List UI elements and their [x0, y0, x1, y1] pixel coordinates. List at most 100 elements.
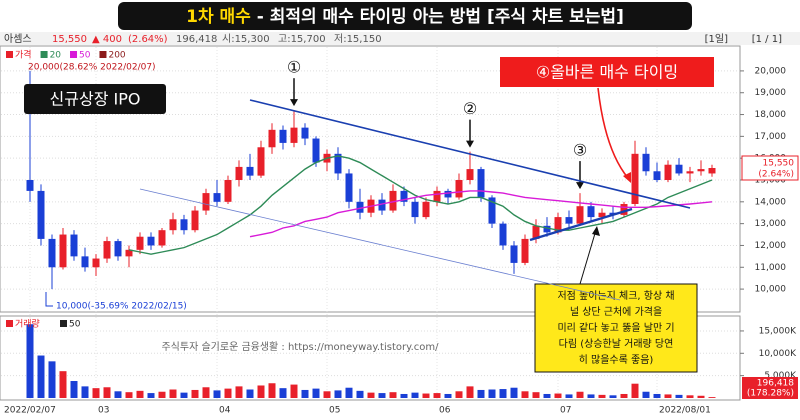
candle-body: [455, 180, 463, 198]
y-tick-label: 19,000: [755, 88, 787, 98]
candle-body: [224, 180, 232, 202]
price-tag: [741, 155, 799, 181]
volume-bar: [631, 383, 639, 398]
volume-bar: [103, 387, 111, 398]
min-pointer: [45, 292, 53, 307]
volume-tick-label: 15,000K: [759, 326, 797, 336]
candle-body: [642, 153, 650, 172]
volume-bar: [191, 389, 199, 398]
volume-bar: [609, 395, 617, 398]
volume-bar: [675, 394, 683, 398]
volume-bar: [510, 387, 518, 398]
volume-tag: [742, 377, 798, 399]
volume-tag-label: (178.28%): [747, 389, 794, 399]
volume-bar: [92, 388, 100, 398]
max-label: 20,000(28.62% 2022/02/07): [28, 63, 156, 73]
candle-body: [631, 153, 639, 204]
candle-body: [37, 190, 45, 239]
info-price: 15,550: [52, 34, 87, 45]
volume-bar: [455, 391, 463, 398]
candle-body: [235, 166, 243, 180]
candle-body: [697, 169, 705, 172]
candle-body: [532, 225, 540, 239]
overlays: [139, 99, 691, 301]
volume-bar: [301, 389, 309, 398]
marker-label: ①: [287, 58, 301, 77]
candle-body: [389, 190, 397, 211]
candle-body: [543, 225, 551, 233]
candle-body: [334, 153, 342, 174]
volume-bar: [26, 324, 34, 398]
volume-bar: [147, 393, 155, 398]
candle-body: [400, 190, 408, 202]
marker-label: ③: [573, 141, 587, 160]
candle-body: [136, 236, 144, 250]
volume-bar: [279, 388, 287, 398]
note-line: 히 많을수록 좋음): [579, 354, 654, 366]
candle-body: [158, 230, 166, 246]
note-line: 널 상단 근처에 가격을: [570, 305, 662, 318]
volume-legend: 거래량: [15, 318, 40, 330]
legend-swatch: [6, 51, 13, 58]
volume-bar: [477, 389, 485, 398]
note-line: 다림 (상승한날 거래량 당연: [559, 338, 674, 350]
candle-body: [92, 258, 100, 268]
candle-body: [653, 171, 661, 180]
legend-swatch: [60, 320, 67, 327]
candle-body: [356, 201, 364, 213]
volume-bar: [246, 389, 254, 398]
price-tag-label: 15,550: [763, 159, 795, 169]
y-tick-label: 10,000: [755, 285, 787, 295]
volume-bar: [345, 387, 353, 398]
banner-rest: - 최적의 매수 타이밍 아는 방법 [주식 차트 보는법]: [251, 7, 624, 27]
candle-body: [257, 147, 265, 176]
volume-bar: [158, 391, 166, 398]
ma-line: [249, 190, 713, 238]
volume-bar: [444, 393, 452, 398]
x-tick-label: 2022/08/01: [659, 406, 711, 416]
volume-bar: [180, 392, 188, 398]
volume-bar: [466, 386, 474, 398]
y-tick-label: 20,000: [755, 66, 787, 76]
candle-body: [433, 190, 441, 202]
marker-arrowhead: [290, 99, 298, 107]
banner-highlight: 1차 매수: [186, 7, 251, 27]
candle-body: [279, 129, 287, 143]
candle-body: [521, 238, 529, 263]
callout-arrow: [597, 87, 629, 179]
info-period[interactable]: [1일]: [705, 33, 728, 45]
legend-swatch: [70, 51, 78, 58]
info-volume: 196,418: [176, 34, 217, 45]
y-tick-label: 18,000: [755, 110, 787, 120]
candle-body: [576, 206, 584, 224]
volume-bar: [356, 390, 364, 398]
marker-label: ②: [463, 99, 477, 118]
candle-body: [59, 234, 67, 268]
volume-bar: [433, 393, 441, 398]
info-low: 저:15,150: [334, 33, 382, 45]
volume-bar: [686, 395, 694, 398]
callout-box: [500, 57, 714, 87]
candle-body: [268, 129, 276, 148]
volume-bar: [708, 397, 716, 398]
volume-bar: [136, 390, 144, 398]
note-line: 미리 같다 놓고 뚫을 날만 기: [557, 322, 674, 334]
volume-bar: [169, 389, 177, 398]
volume-bar: [499, 389, 507, 398]
candle-body: [246, 166, 254, 176]
volume-bar: [642, 391, 650, 398]
x-tick-label: 04: [219, 406, 231, 416]
candle-body: [202, 193, 210, 211]
volume-bar: [81, 386, 89, 398]
volume-bar: [367, 392, 375, 398]
legend-label: 50: [79, 51, 91, 61]
volume-bar: [532, 392, 540, 398]
candle-body: [686, 171, 694, 174]
candle-body: [466, 169, 474, 180]
volume-bar: [653, 393, 661, 398]
volume-bar: [411, 392, 419, 398]
candle-body: [620, 204, 628, 215]
candle-body: [312, 138, 320, 163]
volume-bar: [213, 390, 221, 398]
